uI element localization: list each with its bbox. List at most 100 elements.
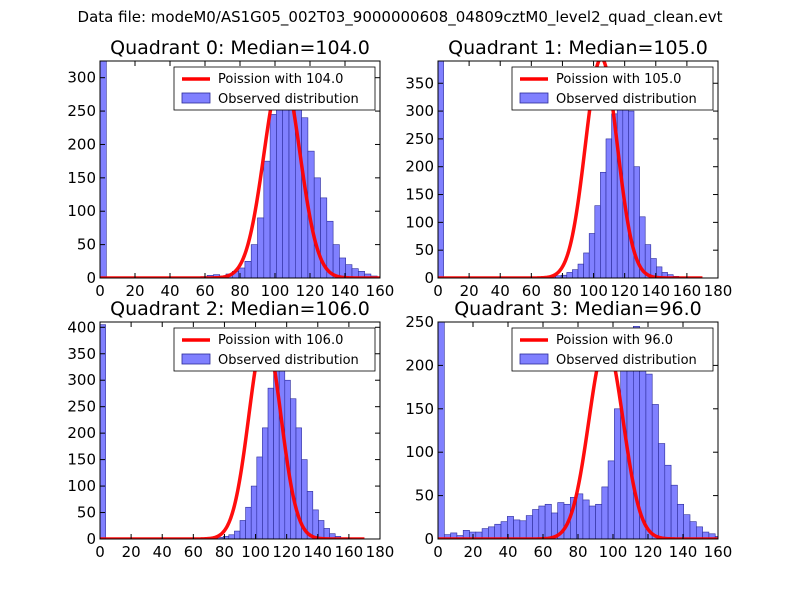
x-tick-label: 120 [272,543,301,561]
plot-area [438,322,718,539]
histogram-bar [601,486,609,539]
histogram-bar [313,177,321,278]
histogram-bar [600,171,607,278]
figure-suptitle: Data file: modeM0/AS1G05_002T03_90000006… [77,8,723,26]
histogram-bar [595,503,603,539]
axes-frame [437,60,719,279]
histogram-bar [588,233,596,278]
x-tick-label: 100 [241,543,270,561]
histogram-bar [576,493,584,539]
histogram-bar [622,85,629,278]
legend-entry-observed: Observed distribution [556,92,697,107]
x-tick-label: 160 [335,543,364,561]
histogram-bar [544,503,552,539]
legend-entry-observed: Observed distribution [218,92,359,107]
x-tick-label: 60 [533,543,552,561]
x-tick-label: 140 [331,282,360,300]
histogram-bar [276,87,283,278]
plot-area [100,61,380,278]
x-tick-label: 20 [125,282,144,300]
legend: Poission with 104.0 Observed distribution [173,66,376,111]
histogram-bar [494,523,502,539]
subplot-quadrant-2: 0 20 40 60 80 100 120 140 160 1800501001502002503… [67,298,394,561]
x-tick-label: 20 [460,282,479,300]
x-tick-label: 120 [634,543,663,561]
histogram-bar [677,503,685,539]
y-tick-label: 250 [405,313,434,331]
y-tick-label: 50 [77,504,96,522]
y-tick-label: 150 [405,186,434,204]
histogram-bar [267,387,274,539]
x-tick-label: 60 [184,543,203,561]
legend-entry-fit: Poission with 105.0 [556,72,681,87]
histogram-bar [645,373,653,539]
histogram-bar [651,404,659,539]
y-tick-label: 0 [86,269,96,287]
histogram-bar [438,61,444,278]
poisson-fit-line [100,69,380,278]
x-tick-label: 160 [673,282,702,300]
legend-entry-fit: Poission with 106.0 [218,333,343,348]
histogram-bar [500,521,508,539]
histogram-bar [244,261,252,278]
subplot-quadrant-0: 0 20 40 60 80 100 120 140 160 0 50 100 150 200 250 300 Q… [67,37,394,300]
x-tick-label: 100 [261,282,290,300]
histogram-bar [278,366,286,539]
histogram-bar [566,272,573,278]
y-tick-label: 400 [67,318,96,336]
y-tick-label: 300 [67,69,96,87]
y-tick-label: 250 [67,398,96,416]
histogram-bar [689,521,697,539]
x-tick-label: 60 [522,282,541,300]
x-tick-label: 100 [579,282,608,300]
y-tick-label: 200 [67,424,96,442]
y-tick-label: 150 [67,169,96,187]
x-tick-label: 0 [433,282,443,300]
x-tick-label: 0 [95,543,105,561]
histogram-bar [614,408,622,539]
subplot-title: Quadrant 0: Median=104.0 [110,37,370,59]
histogram-bar [262,427,269,539]
histogram-bar [607,460,615,539]
y-tick-label: 250 [405,130,434,148]
x-tick-label: 180 [704,282,733,300]
y-tick-label: 50 [77,236,96,254]
histogram-bar [658,443,666,539]
poisson-fit-line [100,333,365,539]
y-tick-label: 250 [67,102,96,120]
legend-entry-observed: Observed distribution [556,353,697,368]
y-tick-label: 0 [424,269,434,287]
histogram-bar [670,484,678,539]
histogram-bar [582,499,590,539]
histogram-bar [100,324,106,539]
histogram-bar [488,526,495,539]
histogram-bar [234,530,241,539]
x-tick-label: 120 [296,282,325,300]
histogram-bar [318,520,325,539]
legend-bar-swatch [519,353,549,365]
y-tick-label: 100 [67,202,96,220]
x-tick-label: 60 [195,282,214,300]
x-tick-label: 100 [599,543,628,561]
x-tick-label: 160 [704,543,733,561]
histogram-bar [577,263,584,278]
legend-entry-observed: Observed distribution [218,353,359,368]
subplot-quadrant-3: 0 20 40 60 80 100 120 140 160 0 50 100 150 200 250 Quad… [405,298,732,561]
subplot-title: Quadrant 3: Median=96.0 [454,298,702,320]
histogram-bar [290,398,297,539]
histogram-bar [250,244,258,278]
x-tick-label: 80 [553,282,572,300]
legend-bar-swatch [181,353,211,365]
x-tick-label: 80 [568,543,587,561]
histogram-bar [664,464,672,539]
histogram-bar [257,217,265,278]
histogram-bar [245,506,252,539]
histogram-bar [538,505,546,539]
y-tick-label: 350 [67,345,96,363]
y-tick-label: 100 [67,477,96,495]
y-tick-label: 200 [405,356,434,374]
legend: Poission with 96.0 Observed distribution [511,327,714,372]
legend-entry-fit: Poission with 96.0 [556,333,673,348]
histogram-bar [513,519,521,539]
